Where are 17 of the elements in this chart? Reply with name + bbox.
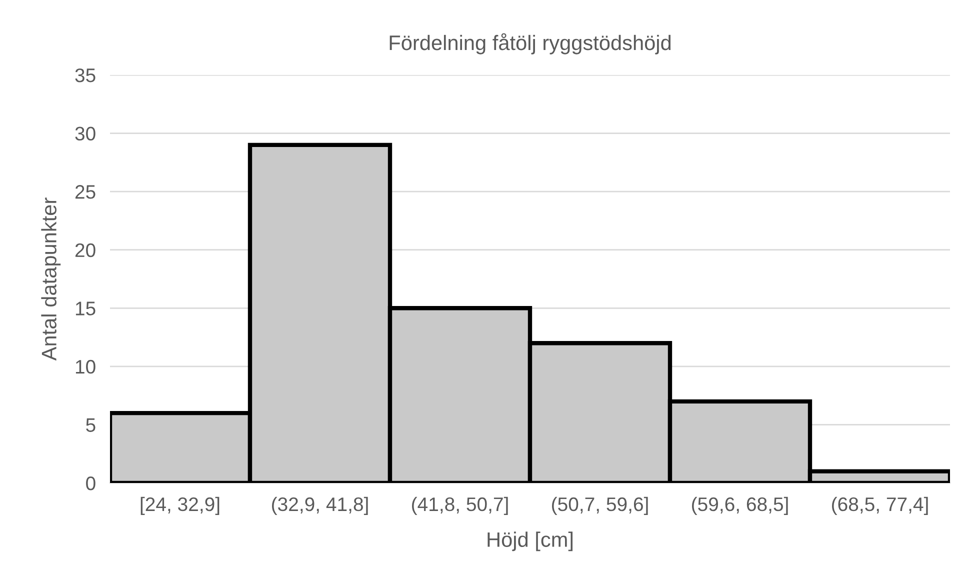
x-tick-label: (59,6, 68,5] bbox=[692, 496, 788, 516]
x-tick-label: (41,8, 50,7] bbox=[412, 496, 508, 516]
x-tick-label: (32,9, 41,8] bbox=[272, 496, 368, 516]
y-tick-label: 25 bbox=[75, 185, 96, 199]
chart-title: Fördelning fåtölj ryggstödshöjd bbox=[390, 33, 671, 54]
x-axis-title: Höjd [cm] bbox=[488, 532, 573, 552]
y-tick-label: 0 bbox=[86, 476, 96, 490]
x-tick-label: [24, 32,9] bbox=[140, 496, 220, 516]
y-tick-label: 20 bbox=[75, 243, 96, 258]
y-tick-label: 15 bbox=[76, 302, 96, 316]
y-axis-title: Antal datapunkter bbox=[41, 198, 61, 361]
y-tick-label: 5 bbox=[86, 418, 96, 432]
y-tick-label: 10 bbox=[76, 360, 96, 374]
y-tick-label: 30 bbox=[75, 126, 96, 141]
x-tick-label: (50,7, 59,6] bbox=[552, 496, 648, 516]
y-tick-label: 35 bbox=[75, 68, 96, 82]
x-tick-label: (68,5, 77,4] bbox=[832, 496, 928, 516]
